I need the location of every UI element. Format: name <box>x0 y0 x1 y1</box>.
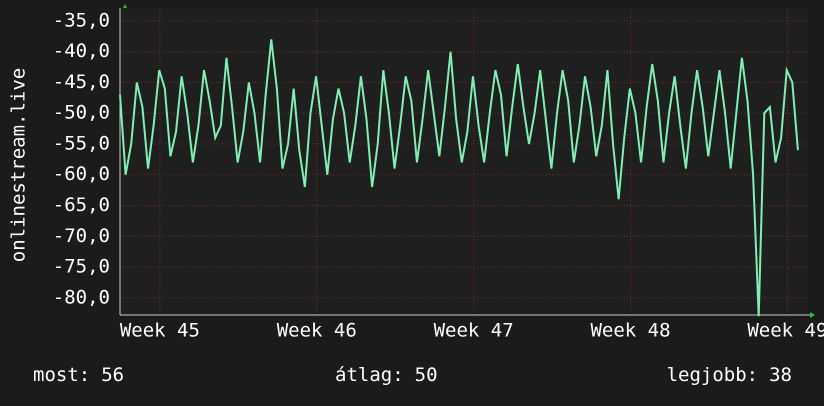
stat-label: legjobb: <box>667 364 759 386</box>
stat-value: 38 <box>769 364 792 386</box>
x-tick-label: Week 47 <box>434 320 514 342</box>
y-tick-label: -65,0 <box>53 194 110 216</box>
y-tick-label: -45,0 <box>53 71 110 93</box>
x-tick-label: Week 48 <box>590 320 670 342</box>
stat-label: átlag: <box>335 364 404 386</box>
y-tick-label: -55,0 <box>53 132 110 154</box>
x-tick-label: Week 49 <box>747 320 824 342</box>
y-tick-label: -80,0 <box>53 286 110 308</box>
stat: most: 56 <box>33 364 124 386</box>
series-line <box>119 39 799 317</box>
y-tick-label: -60,0 <box>53 163 110 185</box>
x-tick-label: Week 46 <box>277 320 357 342</box>
y-tick-label: -35,0 <box>53 9 110 31</box>
y-tick-label: -75,0 <box>53 256 110 278</box>
stat-value: 56 <box>101 364 124 386</box>
plot-area <box>120 8 808 315</box>
y-axis-label: onlinestream.live <box>8 68 30 262</box>
stat: átlag: 50 <box>335 364 438 386</box>
y-tick-label: -50,0 <box>53 102 110 124</box>
x-tick-label: Week 45 <box>120 320 200 342</box>
axis-arrow <box>810 312 815 318</box>
stat-label: most: <box>33 364 90 386</box>
y-tick-label: -70,0 <box>53 225 110 247</box>
y-tick-label: -40,0 <box>53 40 110 62</box>
stat: legjobb: 38 <box>667 364 792 386</box>
axis-arrow <box>123 4 127 8</box>
stat-value: 50 <box>415 364 438 386</box>
